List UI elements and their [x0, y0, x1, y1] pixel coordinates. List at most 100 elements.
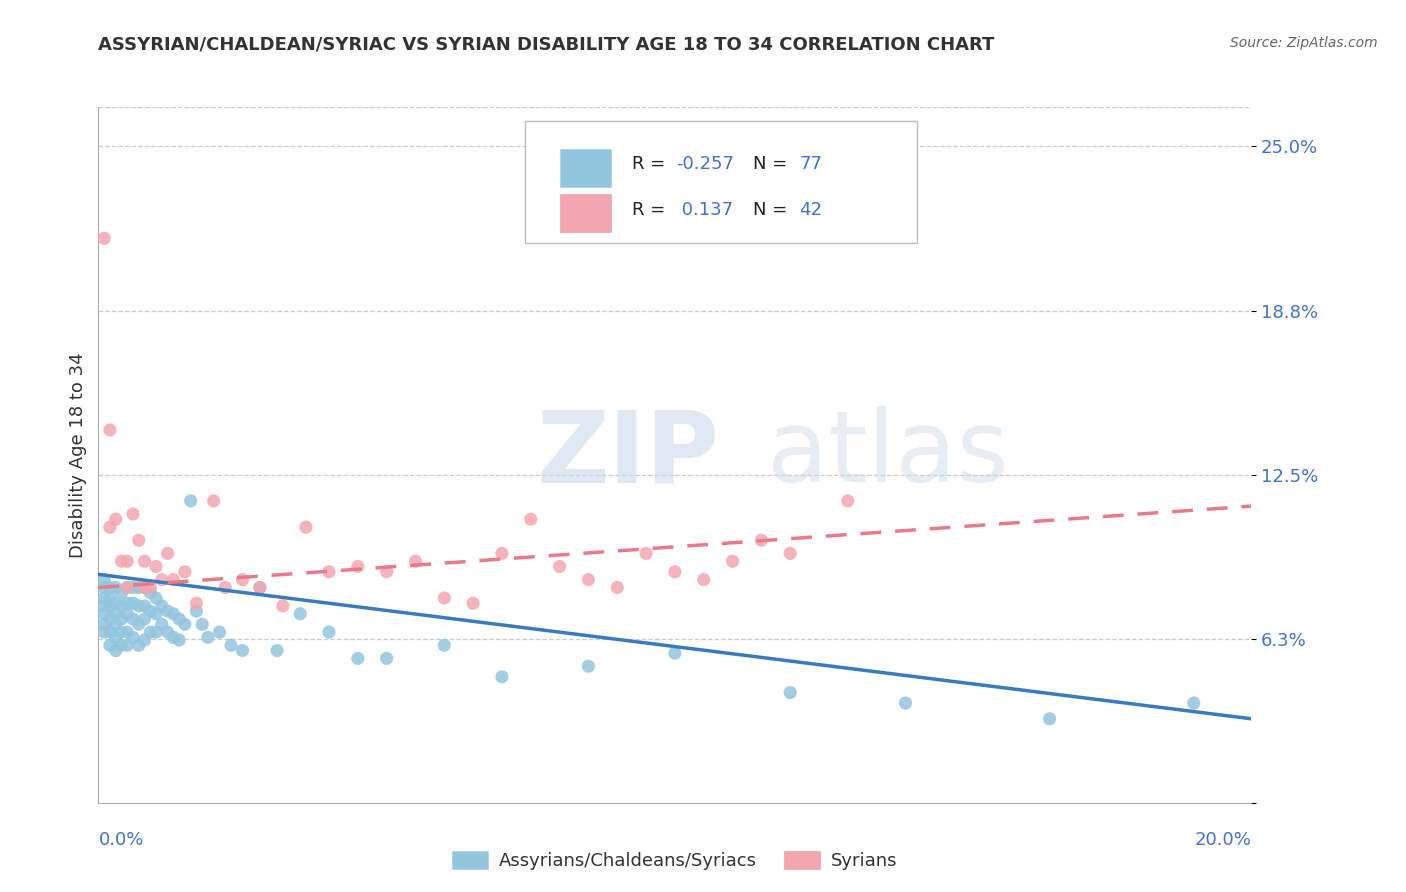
Point: [110, 612, 132, 626]
Point: [98, 612, 121, 626]
Point: [145, 559, 167, 574]
Point: [721, 554, 744, 568]
Point: [93, 625, 115, 640]
Point: [104, 607, 127, 621]
Point: [145, 607, 167, 621]
Point: [122, 596, 145, 610]
Text: ZIP: ZIP: [537, 407, 720, 503]
Point: [1038, 712, 1062, 726]
Point: [104, 581, 127, 595]
Point: [110, 599, 132, 613]
Point: [295, 520, 318, 534]
Point: [117, 638, 138, 652]
Point: [433, 591, 456, 605]
Point: [156, 604, 179, 618]
Point: [231, 573, 254, 587]
Point: [491, 546, 513, 560]
Point: [117, 607, 138, 621]
Point: [150, 599, 173, 613]
Point: [150, 573, 173, 587]
Point: [98, 520, 121, 534]
Point: [93, 581, 115, 595]
Text: R =: R =: [633, 201, 671, 219]
Point: [134, 581, 156, 595]
Point: [180, 494, 202, 508]
Point: [249, 581, 271, 595]
FancyBboxPatch shape: [560, 194, 612, 232]
Point: [98, 638, 121, 652]
Point: [150, 617, 173, 632]
Point: [128, 638, 150, 652]
Point: [93, 591, 115, 605]
Point: [186, 604, 208, 618]
Point: [167, 612, 190, 626]
Point: [461, 596, 484, 610]
Point: [156, 546, 179, 560]
Point: [578, 573, 600, 587]
Point: [664, 565, 686, 579]
Point: [318, 565, 340, 579]
Point: [122, 612, 145, 626]
Point: [548, 559, 571, 574]
Point: [520, 512, 543, 526]
Point: [134, 612, 156, 626]
Point: [405, 554, 427, 568]
Point: [117, 581, 138, 595]
Point: [162, 607, 184, 621]
Point: [375, 651, 398, 665]
Point: [191, 617, 214, 632]
Point: [128, 581, 150, 595]
Point: [93, 607, 115, 621]
Point: [837, 494, 859, 508]
Point: [93, 231, 115, 245]
Point: [98, 599, 121, 613]
Point: [104, 617, 127, 632]
Point: [117, 625, 138, 640]
Point: [156, 625, 179, 640]
Text: 0.137: 0.137: [676, 201, 733, 219]
Point: [122, 631, 145, 645]
Legend: Assyrians/Chaldeans/Syriacs, Syrians: Assyrians/Chaldeans/Syriacs, Syrians: [444, 844, 905, 877]
Point: [162, 631, 184, 645]
Point: [122, 581, 145, 595]
Point: [491, 670, 513, 684]
Point: [128, 617, 150, 632]
Text: 77: 77: [800, 155, 823, 173]
Point: [162, 573, 184, 587]
Point: [346, 559, 368, 574]
Point: [93, 573, 115, 587]
Point: [145, 591, 167, 605]
Point: [606, 581, 628, 595]
Point: [128, 599, 150, 613]
Point: [1182, 696, 1205, 710]
Point: [104, 596, 127, 610]
Point: [98, 591, 121, 605]
Text: atlas: atlas: [768, 407, 1008, 503]
Point: [779, 546, 801, 560]
Point: [664, 646, 686, 660]
Point: [214, 581, 236, 595]
Point: [122, 507, 145, 521]
Point: [578, 659, 600, 673]
Point: [104, 512, 127, 526]
Point: [636, 546, 658, 560]
Point: [139, 625, 162, 640]
Point: [202, 494, 225, 508]
Text: -0.257: -0.257: [676, 155, 734, 173]
FancyBboxPatch shape: [524, 121, 917, 243]
Point: [751, 533, 773, 548]
Point: [197, 631, 219, 645]
Point: [110, 554, 132, 568]
Point: [174, 565, 197, 579]
Point: [93, 617, 115, 632]
Point: [145, 625, 167, 640]
Point: [117, 554, 138, 568]
Point: [375, 565, 398, 579]
Text: N =: N =: [754, 155, 793, 173]
Point: [139, 581, 162, 595]
Y-axis label: Disability Age 18 to 34: Disability Age 18 to 34: [69, 352, 87, 558]
Point: [219, 638, 242, 652]
Point: [346, 651, 368, 665]
Point: [231, 643, 254, 657]
Point: [117, 581, 138, 595]
